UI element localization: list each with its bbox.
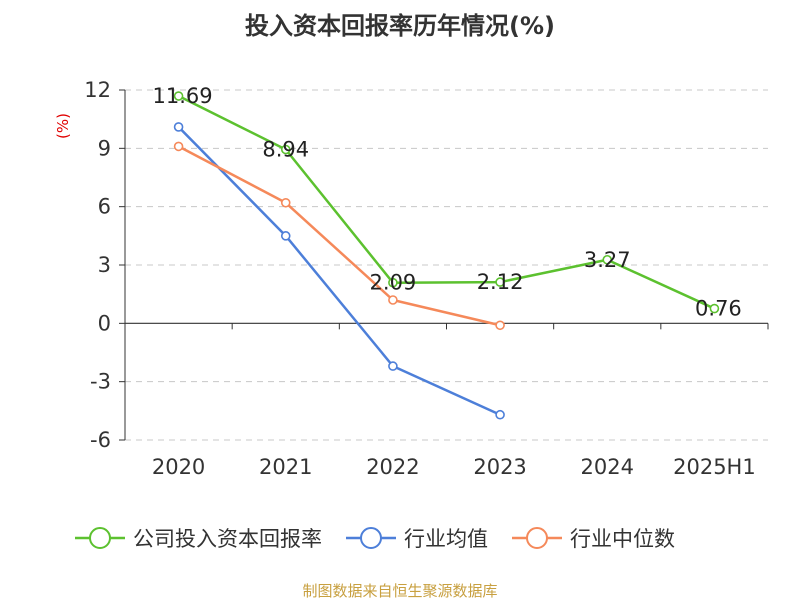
legend-marker <box>360 527 382 549</box>
y-tick-label: -6 <box>90 428 111 452</box>
y-tick-label: 0 <box>98 311 111 335</box>
data-point[interactable] <box>280 197 291 208</box>
x-tick-label: 2022 <box>366 455 419 479</box>
legend-label: 公司投入资本回报率 <box>133 527 322 551</box>
data-point[interactable] <box>280 144 291 155</box>
x-tick-label: 2021 <box>259 455 312 479</box>
source-note: 制图数据来自恒生聚源数据库 <box>302 582 497 600</box>
y-tick-label: 12 <box>84 78 111 102</box>
series-layer <box>173 91 720 420</box>
x-tick-label: 2025H1 <box>673 455 756 479</box>
data-point[interactable] <box>173 141 184 152</box>
x-tick-label: 2023 <box>473 455 526 479</box>
data-point[interactable] <box>388 361 398 371</box>
series-line <box>177 126 501 416</box>
y-tick-label: 3 <box>98 253 111 277</box>
legend-item[interactable]: 行业中位数 <box>512 527 675 551</box>
legend-marker <box>89 527 111 549</box>
y-tick-label: -3 <box>90 370 111 394</box>
data-label: 2.12 <box>477 270 524 294</box>
x-tick-label: 2020 <box>152 455 205 479</box>
data-label: 11.69 <box>153 84 213 108</box>
data-label: 0.76 <box>695 297 742 321</box>
data-point[interactable] <box>388 295 398 305</box>
chart-title: 投入资本回报率历年情况(%) <box>245 12 555 40</box>
legend-marker <box>526 527 548 549</box>
grid-lines <box>125 89 768 441</box>
data-point[interactable] <box>173 122 184 132</box>
legend-label: 行业中位数 <box>570 527 675 551</box>
y-tick-label: 6 <box>98 195 111 219</box>
data-point[interactable] <box>495 409 505 420</box>
legend-label: 行业均值 <box>404 527 488 551</box>
data-point[interactable] <box>280 231 291 241</box>
axes: 12 9 6 3 0 -3 -6 2020 2021 2022 2023 2024 2025H1 <box>84 78 769 479</box>
data-label: 8.94 <box>262 138 309 162</box>
data-point[interactable] <box>388 277 398 288</box>
data-labels: 11.69 8.94 2.09 2.12 3.27 0.76 <box>153 84 742 321</box>
legend-item[interactable]: 行业均值 <box>346 527 488 551</box>
series-line <box>178 145 501 327</box>
y-axis-label: (%) <box>54 113 72 139</box>
data-point[interactable] <box>495 320 505 331</box>
data-point[interactable] <box>709 303 720 314</box>
data-point[interactable] <box>173 91 184 101</box>
y-tick-label: 9 <box>98 136 111 160</box>
series-line <box>178 94 715 310</box>
legend[interactable]: 公司投入资本回报率 行业均值 行业中位数 <box>75 527 675 551</box>
legend-item[interactable]: 公司投入资本回报率 <box>75 527 322 551</box>
data-point[interactable] <box>602 254 613 265</box>
data-label: 3.27 <box>584 248 631 272</box>
data-point[interactable] <box>495 277 505 287</box>
data-label: 2.09 <box>370 271 417 295</box>
x-tick-label: 2024 <box>581 455 634 479</box>
